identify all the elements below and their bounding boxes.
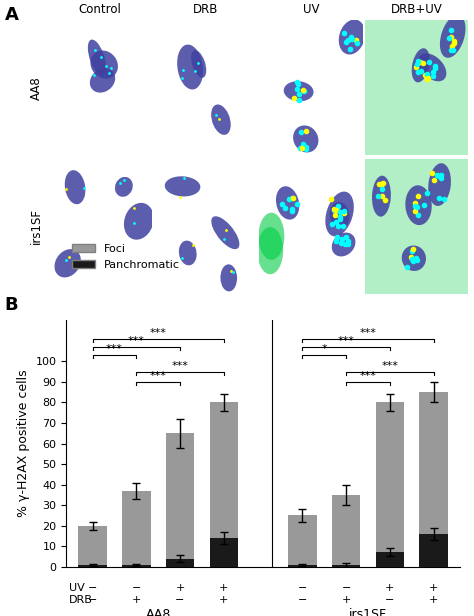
Text: irs1SF: irs1SF (30, 208, 43, 245)
Bar (78, 525, 107, 567)
Text: ***: *** (106, 344, 123, 354)
Text: −: − (88, 583, 97, 593)
Text: +: + (219, 596, 228, 606)
Ellipse shape (211, 105, 231, 135)
Ellipse shape (179, 241, 197, 265)
Bar (78, 565, 107, 567)
Bar (122, 491, 151, 567)
Ellipse shape (330, 202, 349, 229)
Ellipse shape (258, 213, 284, 260)
Text: ***: *** (337, 336, 355, 346)
Bar (332, 565, 360, 567)
Ellipse shape (276, 186, 299, 220)
Bar (166, 433, 194, 567)
Text: −: − (298, 596, 307, 606)
Bar (122, 565, 151, 567)
Bar (332, 565, 360, 567)
Bar (210, 402, 238, 567)
Text: +: + (175, 583, 185, 593)
Text: ***: *** (150, 371, 166, 381)
Ellipse shape (402, 246, 426, 271)
Text: +: + (385, 583, 394, 593)
Text: −: − (175, 596, 185, 606)
Bar (210, 538, 238, 567)
Ellipse shape (372, 176, 391, 217)
Ellipse shape (293, 126, 319, 152)
Bar (166, 559, 194, 567)
Ellipse shape (412, 48, 430, 83)
Text: Control: Control (79, 3, 121, 16)
Text: +: + (341, 596, 351, 606)
Bar (122, 565, 151, 567)
Text: ***: *** (172, 360, 189, 371)
Text: B: B (5, 296, 18, 314)
Text: +: + (132, 596, 141, 606)
Ellipse shape (419, 54, 447, 81)
Ellipse shape (440, 15, 465, 58)
Bar (288, 565, 317, 567)
Ellipse shape (325, 192, 354, 237)
Text: A: A (5, 6, 18, 25)
Ellipse shape (211, 216, 239, 249)
Text: DRB+UV: DRB+UV (391, 3, 442, 16)
Bar (288, 565, 317, 567)
Ellipse shape (220, 264, 237, 291)
Text: +: + (429, 583, 438, 593)
Ellipse shape (115, 177, 133, 197)
Text: +: + (429, 596, 438, 606)
Bar (78, 565, 107, 567)
Text: −: − (385, 596, 394, 606)
Text: ***: *** (382, 360, 398, 371)
Bar (419, 392, 448, 567)
Bar (375, 553, 404, 567)
Ellipse shape (284, 81, 313, 101)
Y-axis label: % γ-H2AX positive cells: % γ-H2AX positive cells (17, 370, 30, 517)
Text: ***: *** (128, 336, 145, 346)
Ellipse shape (65, 170, 85, 205)
Text: +: + (219, 583, 228, 593)
Bar (166, 559, 194, 567)
Bar (375, 402, 404, 567)
Text: irs1SF: irs1SF (349, 608, 387, 616)
Text: UV: UV (303, 3, 319, 16)
Ellipse shape (124, 203, 154, 240)
Ellipse shape (177, 44, 203, 89)
Text: −: − (132, 583, 141, 593)
Bar (332, 495, 360, 567)
Ellipse shape (90, 68, 115, 92)
Text: UV: UV (69, 583, 84, 593)
Text: ***: *** (150, 328, 166, 338)
Ellipse shape (55, 249, 81, 277)
Ellipse shape (165, 176, 201, 197)
Ellipse shape (88, 39, 106, 75)
Ellipse shape (257, 227, 283, 274)
Legend: Foci, Panchromatic: Foci, Panchromatic (68, 240, 184, 274)
Bar (419, 534, 448, 567)
Text: *: * (321, 344, 327, 354)
Ellipse shape (405, 185, 432, 225)
Text: −: − (341, 583, 351, 593)
Ellipse shape (428, 163, 451, 206)
Ellipse shape (332, 233, 356, 256)
Text: ***: *** (360, 328, 376, 338)
Ellipse shape (91, 51, 118, 79)
Text: DRB: DRB (69, 596, 92, 606)
Text: AA8: AA8 (146, 608, 171, 616)
Text: −: − (88, 596, 97, 606)
Bar (210, 538, 238, 567)
Bar (288, 516, 317, 567)
Ellipse shape (191, 51, 206, 78)
Text: ***: *** (360, 371, 376, 381)
Bar (375, 553, 404, 567)
Text: −: − (298, 583, 307, 593)
Text: AA8: AA8 (30, 76, 43, 100)
Ellipse shape (339, 20, 365, 54)
Bar (419, 534, 448, 567)
Text: DRB: DRB (193, 3, 219, 16)
